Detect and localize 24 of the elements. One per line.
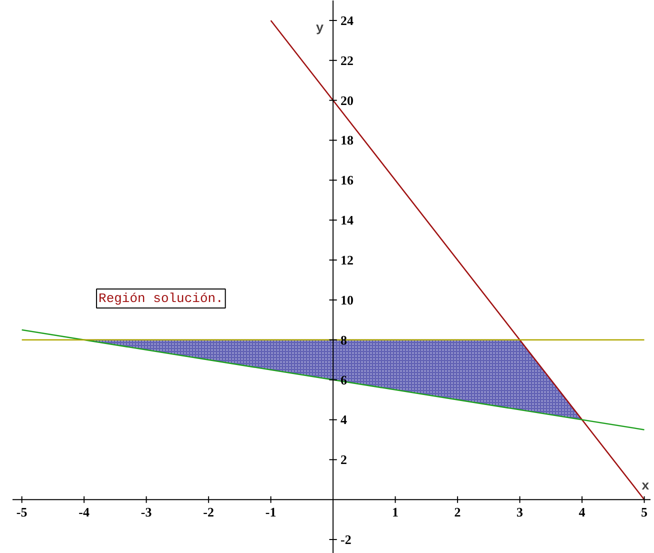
annotation: Región solución. xyxy=(98,290,224,306)
x-tick-label: 3 xyxy=(516,504,524,520)
x-tick-label: -4 xyxy=(78,504,90,520)
x-tick-label: -5 xyxy=(16,504,28,520)
x-axis-title: x xyxy=(641,478,650,494)
x-tick-label: -2 xyxy=(203,504,214,520)
y-tick-label: 24 xyxy=(340,12,354,28)
x-tick-label: 1 xyxy=(392,504,399,520)
y-tick-label: 2 xyxy=(340,452,348,468)
x-tick-label: 5 xyxy=(641,504,648,520)
y-tick-label: 22 xyxy=(340,52,354,68)
y-tick-label: 14 xyxy=(340,212,354,228)
y-axis-title: y xyxy=(316,20,324,36)
y-tick-label: -2 xyxy=(340,532,352,548)
y-tick-label: 20 xyxy=(340,92,354,108)
y-tick-label: 10 xyxy=(340,292,354,308)
y-tick-label: 18 xyxy=(340,132,354,148)
y-tick-label: 4 xyxy=(340,412,348,428)
y-tick-label: 16 xyxy=(340,172,354,188)
x-tick-label: 4 xyxy=(578,504,586,520)
x-tick-label: -1 xyxy=(265,504,276,520)
x-tick-label: 2 xyxy=(454,504,461,520)
x-tick-label: -3 xyxy=(140,504,152,520)
y-tick-label: 12 xyxy=(340,252,354,268)
